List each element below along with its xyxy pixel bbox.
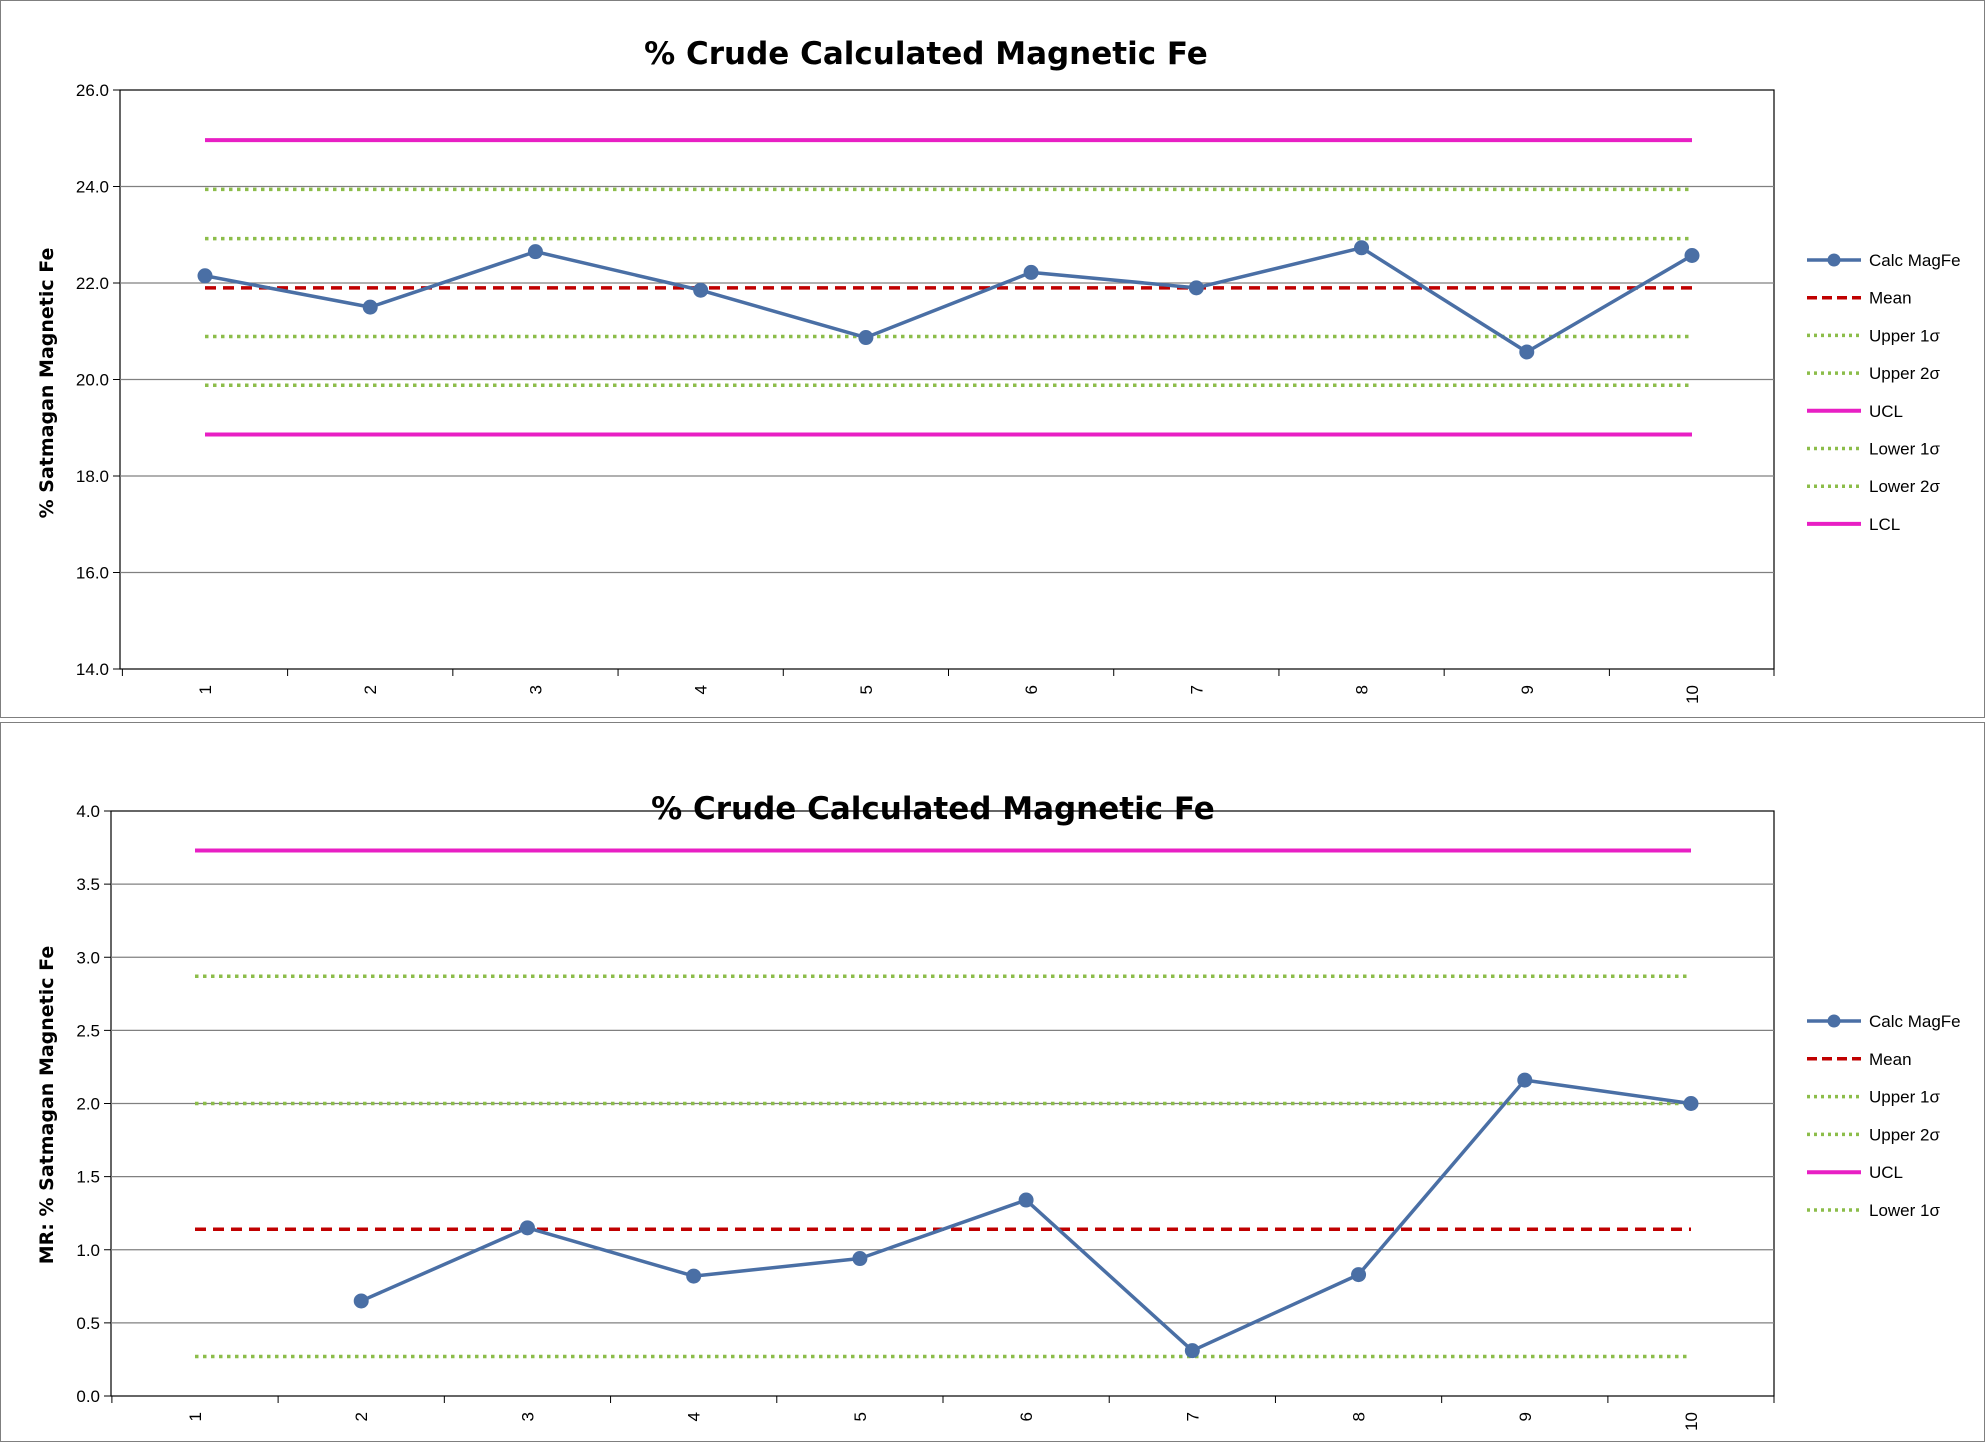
series-calc-magfe bbox=[197, 240, 1700, 360]
chart-title: % Crude Calculated Magnetic Fe bbox=[644, 36, 1208, 72]
legend-item-ucl: UCL bbox=[1807, 402, 1903, 421]
series-line bbox=[360, 1078, 1692, 1353]
legend-label: Lower 1σ bbox=[1869, 440, 1940, 459]
legend-label: Lower 2σ bbox=[1869, 477, 1940, 496]
x-tick-label: 1 bbox=[196, 685, 215, 694]
data-point bbox=[1519, 344, 1535, 360]
x-tick-label: 4 bbox=[692, 685, 711, 694]
legend-item-upper-2sigma: Upper 2σ bbox=[1807, 364, 1940, 383]
legend-label: Upper 2σ bbox=[1869, 364, 1940, 383]
legend-label: Upper 1σ bbox=[1869, 1088, 1940, 1107]
legend-marker bbox=[1827, 1014, 1841, 1028]
x-tick-label: 6 bbox=[1022, 685, 1041, 694]
x-tick-label: 4 bbox=[685, 1412, 704, 1421]
data-point bbox=[1023, 264, 1039, 280]
legend-item-ucl: UCL bbox=[1807, 1163, 1903, 1182]
data-point bbox=[197, 268, 213, 284]
data-point bbox=[1018, 1192, 1034, 1208]
legend-label: Mean bbox=[1869, 289, 1912, 308]
legend-item-mean: Mean bbox=[1807, 1050, 1912, 1069]
legend: Calc MagFe Mean Upper 1σ Upper 2σ UCL Lower 1… bbox=[1807, 1012, 1961, 1220]
y-tick-label: 18.0 bbox=[76, 467, 109, 486]
chart-panel-moving-range: % Crude Calculated Magnetic Fe MR: % Sat… bbox=[0, 722, 1985, 1442]
x-tick-label: 3 bbox=[518, 1412, 537, 1421]
legend-marker bbox=[1827, 253, 1841, 267]
legend-label: Mean bbox=[1869, 1050, 1912, 1069]
legend-item-upper-2sigma: Upper 2σ bbox=[1807, 1125, 1940, 1144]
data-point bbox=[1683, 1096, 1699, 1111]
series-calc-magfe bbox=[353, 1072, 1699, 1359]
data-point bbox=[1354, 240, 1370, 256]
x-tick-label: 5 bbox=[851, 1412, 870, 1421]
y-tick-label: 2.0 bbox=[76, 1095, 100, 1114]
legend-item-calc-magfe: Calc MagFe bbox=[1807, 251, 1961, 270]
y-axis-label: MR: % Satmagan Magnetic Fe bbox=[36, 946, 58, 1264]
x-tick-label: 7 bbox=[1187, 685, 1206, 694]
chart-svg-moving-range: % Crude Calculated Magnetic Fe MR: % Sat… bbox=[36, 791, 1961, 1431]
chart-panel-individuals: % Crude Calculated Magnetic Fe % Satmaga… bbox=[0, 0, 1985, 718]
y-tick-label: 22.0 bbox=[76, 274, 109, 293]
data-point bbox=[693, 282, 709, 298]
data-point bbox=[1351, 1267, 1367, 1283]
chart-svg-individuals: % Crude Calculated Magnetic Fe % Satmaga… bbox=[36, 36, 1961, 704]
legend-label: Upper 1σ bbox=[1869, 326, 1940, 345]
x-tick-label: 6 bbox=[1017, 1412, 1036, 1421]
y-tick-label: 0.5 bbox=[76, 1314, 100, 1333]
chart-title: % Crude Calculated Magnetic Fe bbox=[651, 791, 1215, 827]
y-tick-label: 16.0 bbox=[76, 564, 109, 583]
legend-label: Lower 1σ bbox=[1869, 1201, 1940, 1220]
legend-label: UCL bbox=[1869, 402, 1903, 421]
x-tick-label: 3 bbox=[526, 685, 545, 694]
y-tick-label: 1.0 bbox=[76, 1241, 100, 1260]
legend-label: Calc MagFe bbox=[1869, 1012, 1961, 1031]
x-tick-label: 8 bbox=[1353, 685, 1372, 694]
legend-label: Calc MagFe bbox=[1869, 251, 1961, 270]
y-tick-label: 0.0 bbox=[76, 1387, 100, 1406]
x-tick-label: 9 bbox=[1516, 1412, 1535, 1421]
legend-item-calc-magfe: Calc MagFe bbox=[1807, 1012, 1961, 1031]
y-tick-label: 3.5 bbox=[76, 875, 100, 894]
y-tick-label: 2.5 bbox=[76, 1021, 100, 1040]
y-axis-label: % Satmagan Magnetic Fe bbox=[36, 248, 58, 519]
data-point bbox=[1188, 280, 1204, 296]
series-line bbox=[204, 246, 1693, 354]
data-point bbox=[519, 1220, 535, 1236]
x-tick-label: 8 bbox=[1350, 1412, 1369, 1421]
legend-item-mean: Mean bbox=[1807, 289, 1912, 308]
legend-label: LCL bbox=[1869, 515, 1900, 534]
x-tick-label: 1 bbox=[186, 1412, 205, 1421]
data-point bbox=[362, 299, 378, 315]
x-tick-label: 2 bbox=[352, 1412, 371, 1421]
data-point bbox=[858, 330, 874, 346]
legend-label: UCL bbox=[1869, 1163, 1903, 1182]
y-tick-label: 14.0 bbox=[76, 660, 109, 679]
y-tick-label: 20.0 bbox=[76, 371, 109, 390]
x-tick-label: 2 bbox=[361, 685, 380, 694]
y-tick-label: 26.0 bbox=[76, 81, 109, 100]
data-point bbox=[527, 244, 543, 260]
y-tick-label: 24.0 bbox=[76, 178, 109, 197]
data-point bbox=[1684, 247, 1700, 263]
legend-item-upper-1sigma: Upper 1σ bbox=[1807, 326, 1940, 345]
data-point bbox=[1184, 1343, 1200, 1359]
data-point bbox=[852, 1251, 868, 1267]
data-point bbox=[353, 1293, 369, 1309]
data-point bbox=[1517, 1072, 1533, 1088]
legend-label: Upper 2σ bbox=[1869, 1125, 1940, 1144]
legend-item-lcl: LCL bbox=[1807, 515, 1900, 534]
x-tick-label: 10 bbox=[1682, 1412, 1701, 1431]
x-tick-label: 5 bbox=[857, 685, 876, 694]
legend-item-lower-2sigma: Lower 2σ bbox=[1807, 477, 1940, 496]
y-tick-label: 3.0 bbox=[76, 948, 100, 967]
y-tick-label: 4.0 bbox=[76, 802, 100, 821]
y-tick-label: 1.5 bbox=[76, 1168, 100, 1187]
x-tick-label: 9 bbox=[1518, 685, 1537, 694]
legend-item-upper-1sigma: Upper 1σ bbox=[1807, 1088, 1940, 1107]
legend-item-lower-1sigma: Lower 1σ bbox=[1807, 440, 1940, 459]
x-tick-label: 10 bbox=[1683, 685, 1702, 704]
legend: Calc MagFe Mean Upper 1σ Upper 2σ UCL Lower 1… bbox=[1807, 251, 1961, 534]
x-tick-label: 7 bbox=[1183, 1412, 1202, 1421]
legend-item-lower-1sigma: Lower 1σ bbox=[1807, 1201, 1940, 1220]
data-point bbox=[686, 1268, 702, 1284]
